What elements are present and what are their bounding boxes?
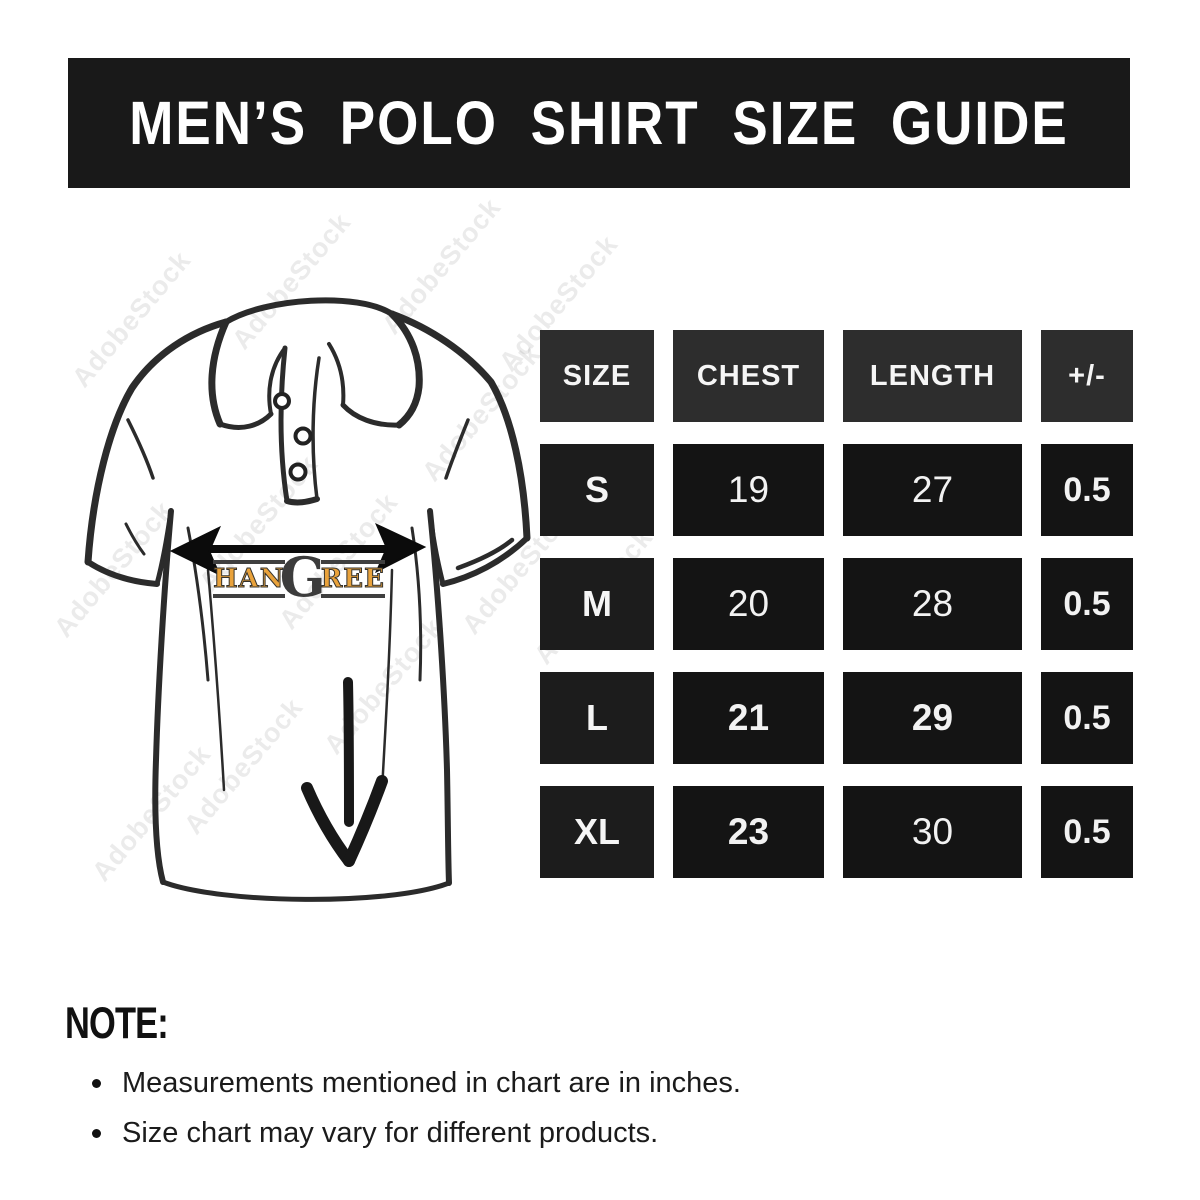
logo-bottom-bar: [320, 594, 385, 598]
brand-logo-text-right: REE: [320, 564, 385, 595]
cell-length-M: 28: [843, 558, 1022, 650]
body-outline: [152, 508, 452, 902]
button-icon: [288, 462, 308, 482]
note-bullet-list: Measurements mentioned in chart are in i…: [65, 1067, 741, 1150]
note-bullet: Size chart may vary for different produc…: [65, 1117, 741, 1150]
brand-logo: HAN G REE: [213, 545, 385, 609]
collar: [208, 297, 423, 430]
brand-logo-right: REE: [320, 560, 385, 598]
cell-length-XL: 30: [843, 786, 1022, 878]
logo-bottom-bar: [213, 594, 285, 598]
sleeves: [84, 310, 531, 587]
note-label: NOTE:: [65, 998, 169, 1048]
cell-chest-XL: 23: [673, 786, 824, 878]
chest-width-arrow-icon: [169, 522, 427, 577]
placket: [273, 345, 321, 506]
cell-chest-S: 19: [673, 444, 824, 536]
brand-logo-text-left: HAN: [213, 564, 285, 595]
cell-tolerance-M: 0.5: [1041, 558, 1133, 650]
brand-logo-g: G: [279, 545, 326, 609]
column-header-size: SIZE: [540, 330, 654, 422]
column-header-chest: CHEST: [673, 330, 824, 422]
polo-shirt-illustration: HAN G REE: [60, 270, 540, 915]
cell-tolerance-L: 0.5: [1041, 672, 1133, 764]
logo-top-bar: [213, 560, 285, 564]
note-bullet-text: Size chart may vary for different produc…: [122, 1117, 659, 1149]
cell-chest-L: 21: [673, 672, 824, 764]
header-banner: MEN’S POLO SHIRT SIZE GUIDE: [68, 58, 1130, 188]
column-header-tolerance: +/-: [1041, 330, 1133, 422]
note-bullet: Measurements mentioned in chart are in i…: [65, 1067, 741, 1100]
cell-size-XL: XL: [540, 786, 654, 878]
bullet-dot-icon: [92, 1129, 101, 1138]
bullet-dot-icon: [92, 1079, 101, 1088]
cell-length-S: 27: [843, 444, 1022, 536]
brand-logo-left: HAN: [213, 560, 285, 598]
button-icon: [293, 426, 313, 446]
cell-size-L: L: [540, 672, 654, 764]
note-section: NOTE: Measurements mentioned in chart ar…: [65, 998, 741, 1167]
cell-length-L: 29: [843, 672, 1022, 764]
length-arrow-icon: [301, 677, 388, 867]
logo-top-bar: [320, 560, 385, 564]
size-chart-table: SIZE CHEST LENGTH +/- S 19 27 0.5 M 20 28 0.5 L 2…: [540, 330, 1133, 878]
page-title: MEN’S POLO SHIRT SIZE GUIDE: [129, 88, 1069, 158]
note-bullet-text: Measurements mentioned in chart are in i…: [122, 1067, 741, 1099]
polo-shirt-sketch: [84, 297, 531, 902]
column-header-length: LENGTH: [843, 330, 1022, 422]
button-icon: [273, 392, 291, 410]
cell-size-M: M: [540, 558, 654, 650]
cell-chest-M: 20: [673, 558, 824, 650]
cell-tolerance-XL: 0.5: [1041, 786, 1133, 878]
cell-size-S: S: [540, 444, 654, 536]
cell-tolerance-S: 0.5: [1041, 444, 1133, 536]
